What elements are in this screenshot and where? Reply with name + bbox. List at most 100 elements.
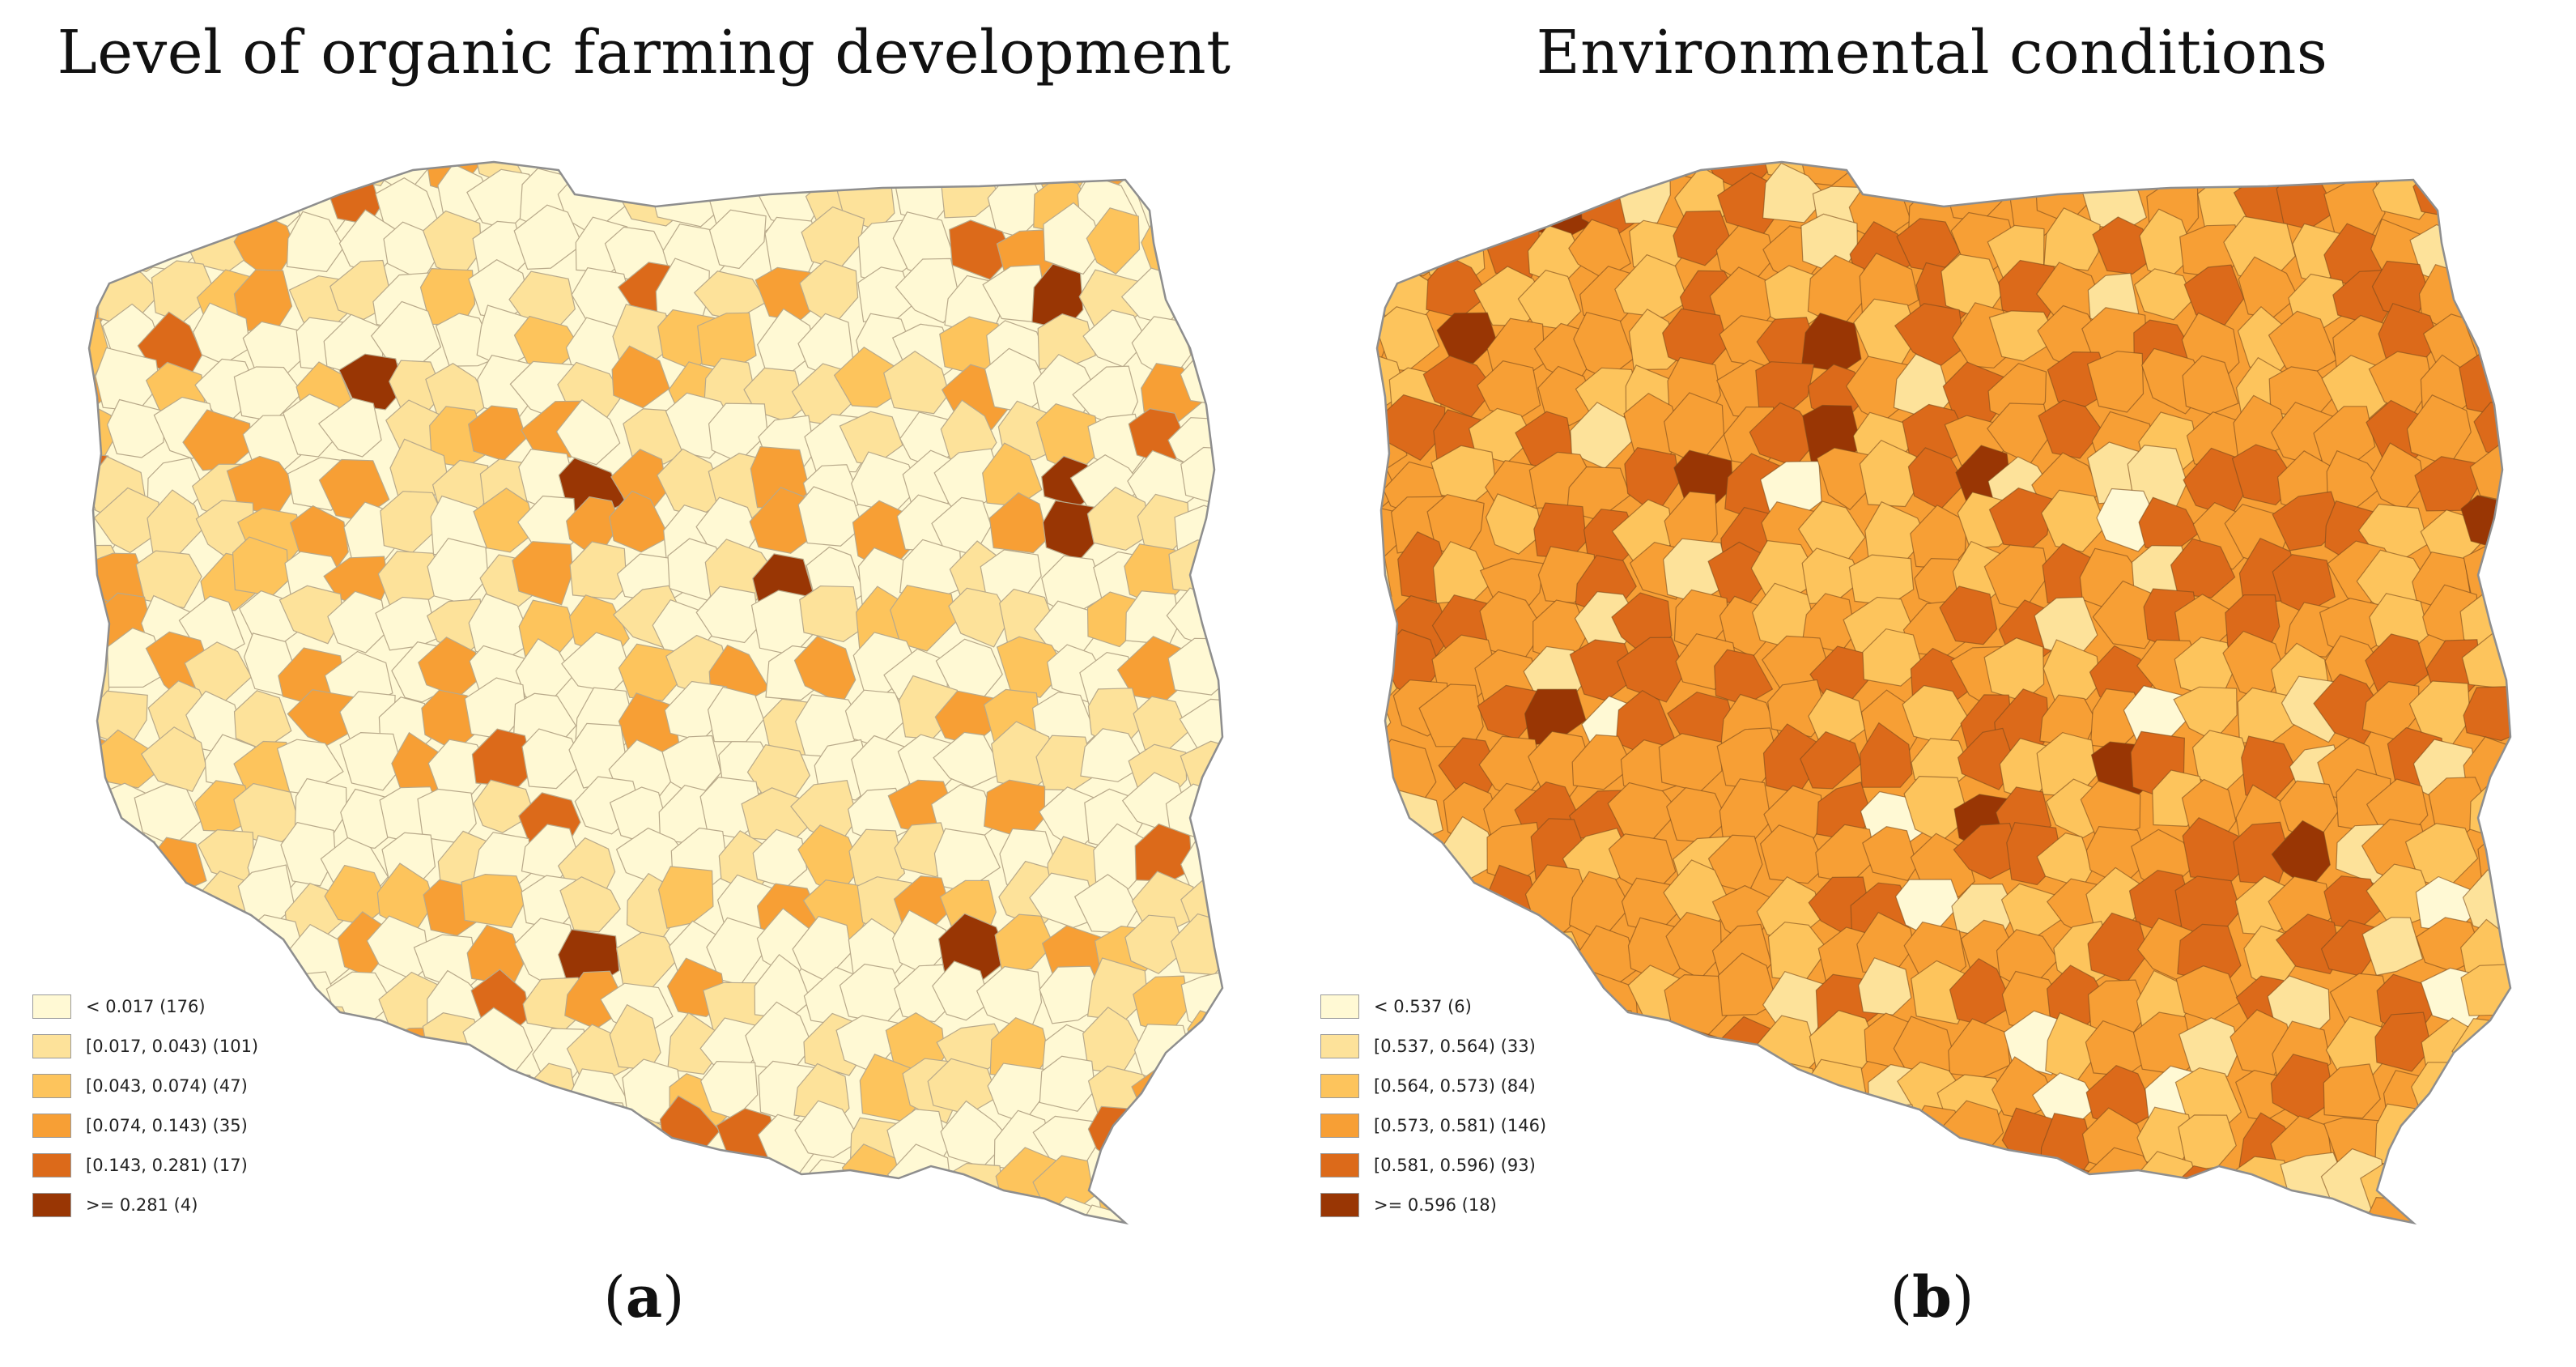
district-region [138, 168, 206, 232]
district-region [1431, 162, 1494, 192]
district-region [2083, 1194, 2138, 1223]
district-region [1622, 1153, 1677, 1219]
panel-caption: (a) [603, 1263, 685, 1331]
district-region [1377, 837, 1388, 898]
district-region [89, 162, 151, 184]
district-region [611, 345, 670, 409]
district-region [1814, 1162, 1876, 1223]
district-region [1377, 222, 1409, 283]
district-region [151, 162, 216, 178]
district-region [1626, 1114, 1691, 1178]
district-region [327, 590, 389, 654]
district-region [1944, 1197, 2012, 1223]
district-region [1757, 1205, 1826, 1223]
district-region [895, 162, 954, 184]
district-region [555, 398, 621, 466]
district-region [1613, 1198, 1677, 1223]
district-region [1184, 162, 1222, 187]
district-region [1377, 867, 1402, 926]
district-region [2461, 264, 2510, 331]
district-region [375, 1101, 442, 1170]
district-region [1717, 952, 1778, 1016]
district-region [1627, 162, 1681, 182]
district-region [654, 1149, 715, 1211]
district-region [799, 585, 862, 643]
district-region [699, 1162, 771, 1222]
district-region [1080, 728, 1147, 782]
district-region [327, 1114, 384, 1174]
district-region [1950, 162, 2013, 188]
district-region [1436, 884, 1488, 950]
district-region [1862, 826, 1918, 881]
district-region [1762, 162, 1828, 224]
district-region [287, 1005, 357, 1063]
district-region [890, 585, 958, 652]
district-region [2038, 399, 2103, 459]
district-region [2236, 1211, 2298, 1223]
district-region [1039, 1055, 1096, 1112]
district-region [1903, 1160, 1970, 1216]
district-region [192, 162, 250, 185]
district-region [2128, 1203, 2195, 1223]
district-region [2196, 1198, 2251, 1223]
district-region [1653, 1161, 1723, 1223]
district-region [140, 726, 206, 793]
district-region [276, 1143, 334, 1211]
district-region [1377, 786, 1406, 841]
district-region [797, 486, 863, 547]
district-region [996, 636, 1066, 698]
district-region [894, 964, 952, 1023]
district-region [1175, 260, 1222, 326]
district-region [1086, 486, 1151, 551]
district-region [1428, 922, 1490, 985]
district-region [1614, 253, 1690, 318]
district-region [2170, 538, 2236, 598]
district-region [89, 864, 113, 929]
legend-swatch [1320, 994, 1359, 1019]
map-title: Environmental conditions [1536, 18, 2328, 87]
district-region [2361, 917, 2424, 977]
district-region [1800, 730, 1862, 790]
district-region [245, 162, 308, 176]
district-region [796, 1198, 852, 1223]
district-region [940, 1162, 1005, 1222]
district-region [1862, 628, 1923, 687]
district-region [789, 162, 852, 181]
district-region [287, 1055, 354, 1127]
district-region [103, 211, 168, 273]
district-region [283, 394, 342, 458]
district-region [609, 490, 670, 553]
district-region [1890, 162, 1958, 184]
district-region [2480, 1105, 2510, 1161]
district-region [473, 488, 537, 553]
district-region [2456, 162, 2510, 195]
legend-item: [0.017, 0.043) (101) [32, 1026, 258, 1066]
panel-organic-farming: Level of organic farming development < 0… [32, 18, 1231, 1331]
legend-swatch [1320, 1113, 1359, 1138]
district-region [516, 1193, 587, 1223]
district-region [513, 204, 584, 270]
district-region [292, 1118, 359, 1177]
district-region [337, 1203, 394, 1223]
district-region [1175, 1058, 1222, 1122]
district-region [89, 164, 115, 226]
legend-label: [0.043, 0.074) (47) [86, 1075, 248, 1096]
district-region [2269, 1200, 2340, 1223]
district-region [2323, 1063, 2381, 1119]
district-region [988, 492, 1048, 554]
district-region [338, 353, 405, 411]
district-region [611, 1155, 670, 1218]
district-region [1859, 439, 1919, 508]
legend-label: [0.537, 0.564) (33) [1374, 1036, 1536, 1056]
district-region [2131, 162, 2191, 188]
district-region [978, 162, 1048, 183]
legend-label: >= 0.596 (18) [1374, 1195, 1497, 1215]
district-region [427, 1148, 487, 1218]
legend-item: >= 0.596 (18) [1320, 1185, 1546, 1224]
district-region [479, 1150, 537, 1220]
district-region [91, 927, 152, 984]
district-region [950, 1199, 1013, 1223]
district-region [523, 1107, 586, 1166]
district-region [2455, 1198, 2510, 1223]
district-region [857, 1214, 918, 1223]
